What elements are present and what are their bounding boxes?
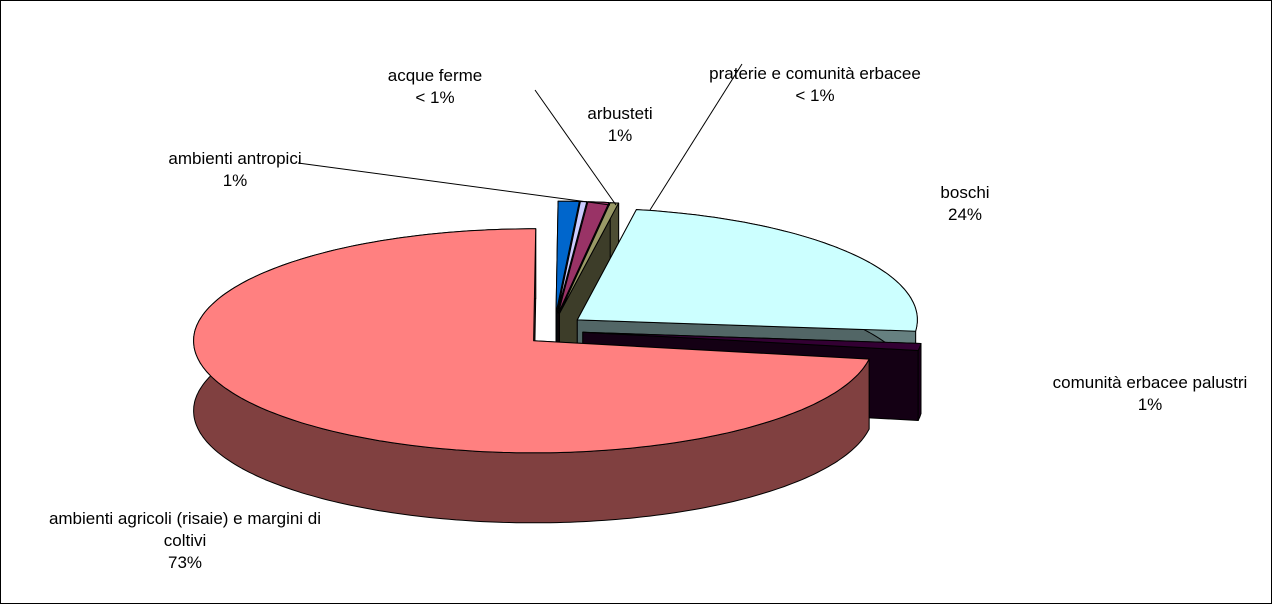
slice-label: ambienti agricoli (risaie) e margini di … xyxy=(35,508,335,574)
slice xyxy=(193,228,870,454)
value-label: 1% xyxy=(222,171,248,190)
leader-line xyxy=(297,162,611,206)
category-label: arbusteti xyxy=(587,104,653,123)
category-label: praterie e comunità erbacee xyxy=(709,64,921,83)
category-label: acque ferme xyxy=(387,66,483,85)
slice-label: arbusteti 1% xyxy=(560,103,680,147)
slice-label: acque ferme < 1% xyxy=(355,65,515,109)
slice-label: praterie e comunità erbacee < 1% xyxy=(700,63,930,107)
value-label: < 1% xyxy=(415,88,455,107)
category-label: ambienti agricoli (risaie) e margini di … xyxy=(48,509,322,550)
value-label: 1% xyxy=(607,126,633,145)
leader-line xyxy=(534,89,617,206)
value-label: 73% xyxy=(167,553,203,572)
slice-label: comunità erbacee palustri 1% xyxy=(1050,372,1250,416)
category-label: comunità erbacee palustri xyxy=(1052,373,1248,392)
slice-label: boschi 24% xyxy=(905,182,1025,226)
value-label: 1% xyxy=(1137,395,1163,414)
leader-line xyxy=(649,63,743,211)
category-label: ambienti antropici xyxy=(168,149,302,168)
value-label: 24% xyxy=(947,205,983,224)
value-label: < 1% xyxy=(795,86,835,105)
slice-side xyxy=(917,343,922,421)
slice xyxy=(555,200,580,314)
category-label: boschi xyxy=(940,183,990,202)
slice xyxy=(576,209,918,332)
slice-label: ambienti antropici 1% xyxy=(135,148,335,192)
slice xyxy=(582,331,922,351)
